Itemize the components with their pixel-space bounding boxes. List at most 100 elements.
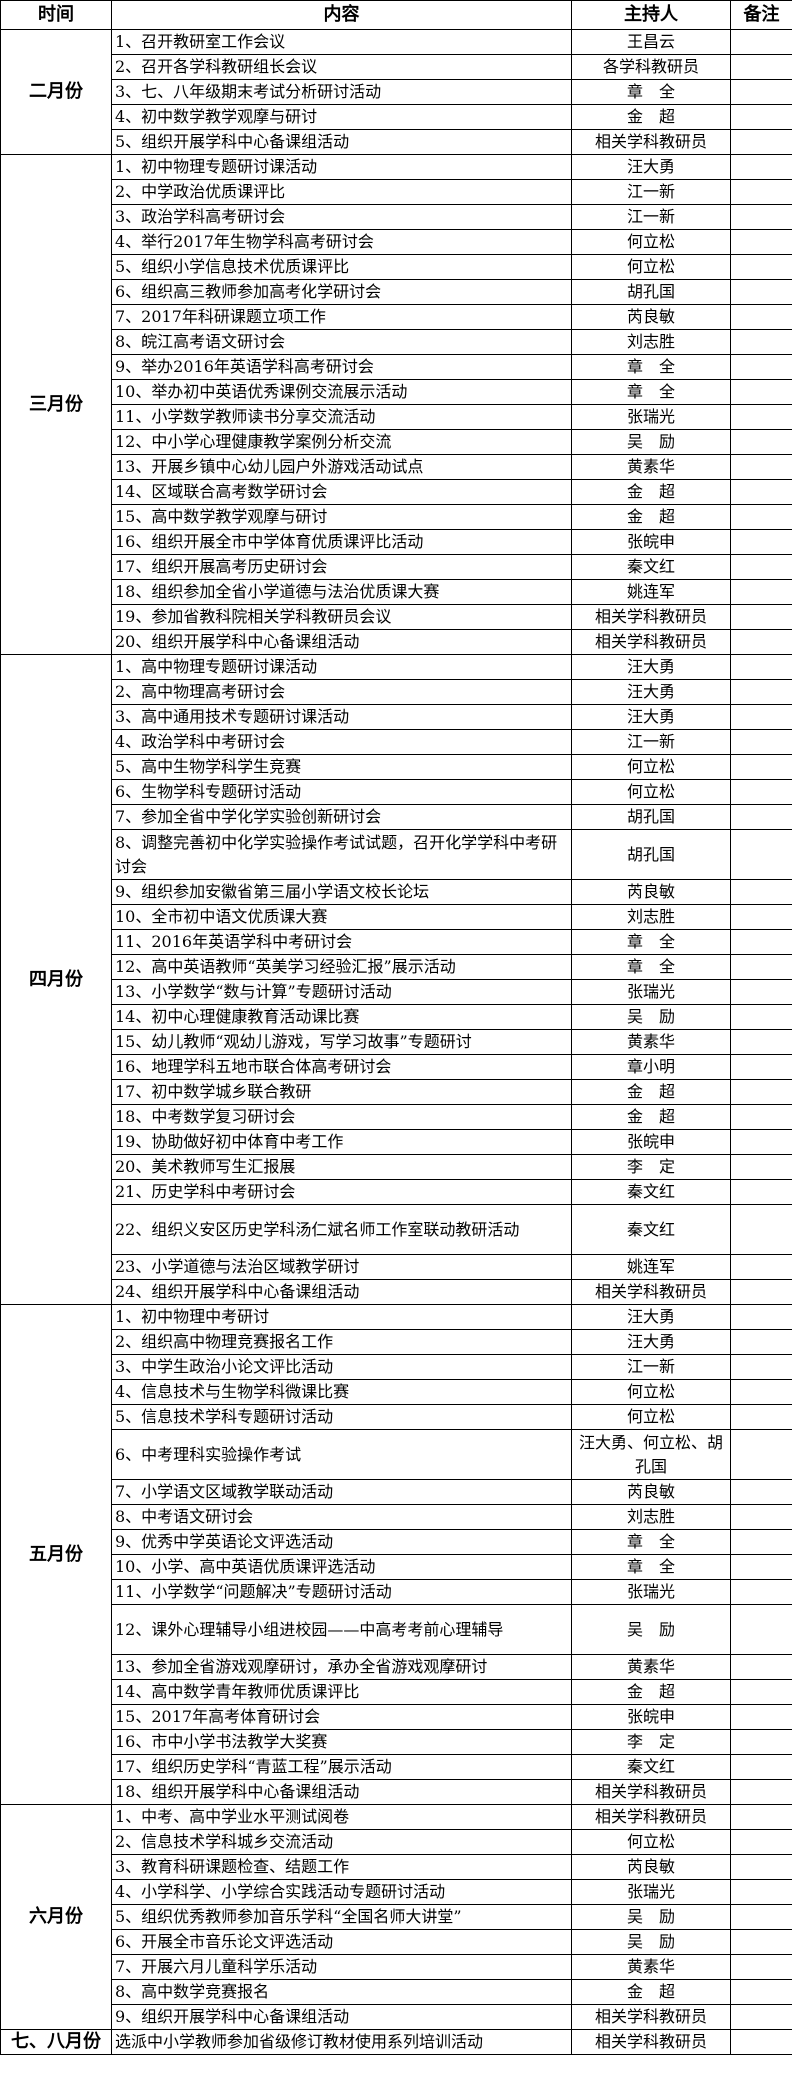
activity-host: 何立松 (571, 1829, 731, 1855)
activity-content: 5、高中生物学科学生竞赛 (111, 754, 572, 780)
table-row: 6、组织高三教师参加高考化学研讨会 胡孔国 (1, 279, 792, 305)
table-row: 15、2017年高考体育研讨会 张皖申 (1, 1704, 792, 1730)
header-row: 时间 内容 主持人 备注 (0, 0, 792, 30)
activity-content: 18、中考数学复习研讨会 (111, 1104, 572, 1130)
table-row: 15、高中数学教学观摩与研讨金 超 (1, 504, 792, 530)
activity-host: 秦文红 (571, 554, 731, 580)
activity-host: 姚连军 (571, 579, 731, 605)
header-notes: 备注 (730, 0, 792, 30)
table-row: 18、中考数学复习研讨会金 超 (1, 1104, 792, 1130)
activity-notes (730, 2029, 792, 2055)
activity-notes (730, 829, 792, 880)
activity-content: 6、开展全市音乐论文评选活动 (111, 1929, 572, 1955)
activity-content: 1、召开教研室工作会议 (111, 29, 572, 55)
table-row: 3、高中通用技术专题研讨课活动 汪大勇 (1, 704, 792, 730)
activity-notes (730, 1154, 792, 1180)
activity-content: 7、参加全省中学化学实验创新研讨会 (111, 804, 572, 830)
table-row: 12、高中英语教师“英美学习经验汇报”展示活动章 全 (1, 954, 792, 980)
activity-host: 芮良敏 (571, 879, 731, 905)
table-row: 7、2017年科研课题立项工作 芮良敏 (1, 304, 792, 330)
activity-content: 7、小学语文区域教学联动活动 (111, 1479, 572, 1505)
table-row: 5、组织小学信息技术优质课评比 何立松 (1, 254, 792, 280)
table-row: 六月份 1、中考、高中学业水平测试阅卷 相关学科教研员 (0, 1804, 792, 2030)
table-row: 2、中学政治优质课评比 江一新 (1, 179, 792, 205)
activity-host: 刘志胜 (571, 329, 731, 355)
activity-content: 17、初中数学城乡联合教研 (111, 1079, 572, 1105)
activity-content: 12、高中英语教师“英美学习经验汇报”展示活动 (111, 954, 572, 980)
activity-content: 23、小学道德与法治区域教学研讨 (111, 1254, 572, 1280)
table-row: 14、高中数学青年教师优质课评比金 超 (1, 1679, 792, 1705)
activity-notes (730, 254, 792, 280)
activity-notes (730, 1129, 792, 1155)
activity-content: 18、组织开展学科中心备课组活动 (111, 1779, 572, 1805)
activity-host: 汪大勇、何立松、胡孔国 (571, 1429, 731, 1480)
activity-notes (730, 704, 792, 730)
activity-host: 汪大勇 (571, 1329, 731, 1355)
activity-notes (730, 1579, 792, 1605)
activity-notes (730, 1529, 792, 1555)
activity-notes (730, 1804, 792, 1830)
table-row: 14、初中心理健康教育活动课比赛吴 励 (1, 1004, 792, 1030)
activity-host: 章 全 (571, 1554, 731, 1580)
activity-content: 13、开展乡镇中心幼儿园户外游戏活动试点 (111, 454, 572, 480)
table-row: 21、历史学科中考研讨会 秦文红 (1, 1179, 792, 1205)
activity-host: 吴 励 (571, 1604, 731, 1655)
table-row: 24、组织开展学科中心备课组活动 相关学科教研员 (1, 1279, 792, 1305)
activity-host: 张皖申 (571, 1704, 731, 1730)
table-row: 5、组织优秀教师参加音乐学科“全国名师大讲堂” 吴 励 (1, 1904, 792, 1930)
activity-notes (730, 179, 792, 205)
table-row: 16、市中小学书法教学大奖赛李 定 (1, 1729, 792, 1755)
activity-content: 3、高中通用技术专题研讨课活动 (111, 704, 572, 730)
table-body: 二月份 1、召开教研室工作会议 王昌云 2、召开各学科教研组长会议 各学科教研员 3、七、… (0, 29, 792, 2055)
table-row: 6、中考理科实验操作考试 汪大勇、何立松、胡孔国 (1, 1429, 792, 1480)
activity-content: 24、组织开展学科中心备课组活动 (111, 1279, 572, 1305)
activity-notes (730, 1354, 792, 1380)
activity-content: 3、政治学科高考研讨会 (111, 204, 572, 230)
activity-notes (730, 1879, 792, 1905)
activity-host: 刘志胜 (571, 904, 731, 930)
activity-host: 胡孔国 (571, 829, 731, 880)
activity-content: 22、组织义安区历史学科汤仁斌名师工作室联动教研活动 (111, 1204, 572, 1255)
activity-host: 金 超 (571, 1979, 731, 2005)
table-row: 8、皖江高考语文研讨会 刘志胜 (1, 329, 792, 355)
table-row: 8、中考语文研讨会 刘志胜 (1, 1504, 792, 1530)
activity-content: 15、高中数学教学观摩与研讨 (111, 504, 572, 530)
activity-host: 李 定 (571, 1729, 731, 1755)
activity-host: 芮良敏 (571, 1854, 731, 1880)
activity-content: 15、幼儿教师“观幼儿游戏，写学习故事”专题研讨 (111, 1029, 572, 1055)
activity-notes (730, 54, 792, 80)
activity-content: 11、小学数学“问题解决”专题研讨活动 (111, 1579, 572, 1605)
activity-content: 6、中考理科实验操作考试 (111, 1429, 572, 1480)
table-row: 5、组织开展学科中心备课组活动 相关学科教研员 (1, 129, 792, 155)
table-row: 19、协助做好初中体育中考工作 张皖申 (1, 1129, 792, 1155)
table-row: 9、举办2016年英语学科高考研讨会章 全 (1, 354, 792, 380)
activity-host: 姚连军 (571, 1254, 731, 1280)
activity-notes (730, 1954, 792, 1980)
activity-notes (730, 1779, 792, 1805)
activity-content: 1、中考、高中学业水平测试阅卷 (111, 1804, 572, 1830)
activity-content: 2、高中物理高考研讨会 (111, 679, 572, 705)
activity-host: 张皖申 (571, 529, 731, 555)
activity-content: 3、中学生政治小论文评比活动 (111, 1354, 572, 1380)
activity-notes (730, 279, 792, 305)
activity-host: 金 超 (571, 479, 731, 505)
activity-host: 胡孔国 (571, 279, 731, 305)
activity-notes (730, 1604, 792, 1655)
activity-host: 金 超 (571, 104, 731, 130)
activity-notes (730, 304, 792, 330)
activity-host: 章 全 (571, 79, 731, 105)
activity-host: 黄素华 (571, 1029, 731, 1055)
activity-notes (730, 454, 792, 480)
activity-content: 14、区域联合高考数学研讨会 (111, 479, 572, 505)
activity-host: 章 全 (571, 929, 731, 955)
activity-content: 9、组织开展学科中心备课组活动 (111, 2004, 572, 2030)
activity-notes (730, 679, 792, 705)
activity-content: 8、调整完善初中化学实验操作考试试题，召开化学学科中考研讨会 (111, 829, 572, 880)
activity-host: 芮良敏 (571, 304, 731, 330)
activity-host: 黄素华 (571, 454, 731, 480)
table-row: 12、课外心理辅导小组进校园——中高考考前心理辅导吴 励 (1, 1604, 792, 1655)
activity-notes (730, 504, 792, 530)
activity-host: 张瑞光 (571, 1879, 731, 1905)
table-row: 4、举行2017年生物学科高考研讨会 何立松 (1, 229, 792, 255)
activity-notes (730, 1179, 792, 1205)
